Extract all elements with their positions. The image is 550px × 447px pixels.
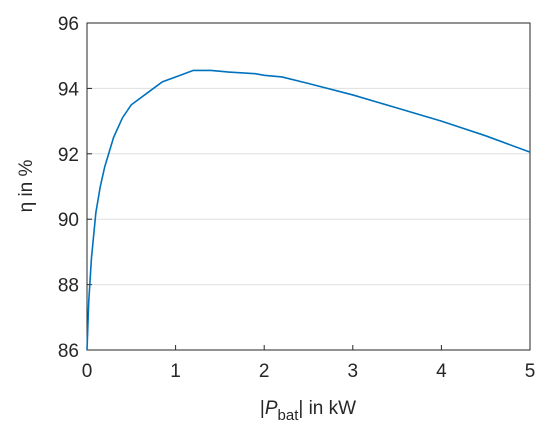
x-tick-label: 2	[259, 361, 270, 382]
y-tick-label: 88	[58, 276, 79, 297]
y-tick-label: 86	[58, 341, 79, 362]
x-tick-label: 0	[82, 361, 93, 382]
y-tick-label: 94	[58, 79, 80, 100]
x-label-part: P	[265, 398, 278, 419]
x-tick-label: 4	[436, 361, 447, 382]
y-tick-label: 90	[58, 210, 79, 231]
y-axis-label: η in %	[16, 159, 37, 212]
x-label-part: | in kW	[298, 398, 356, 419]
y-tick-label: 92	[58, 145, 79, 166]
x-label-part: bat	[278, 407, 300, 424]
plot-frame	[86, 22, 531, 351]
x-tick-label: 3	[348, 361, 359, 382]
x-tick-label: 5	[525, 361, 536, 382]
y-tick-label: 96	[58, 14, 79, 35]
x-label-part: |	[260, 398, 265, 419]
x-axis-label: |Pbat| in kW	[260, 398, 356, 424]
data-line	[86, 69, 531, 351]
x-tick-label: 1	[170, 361, 181, 382]
